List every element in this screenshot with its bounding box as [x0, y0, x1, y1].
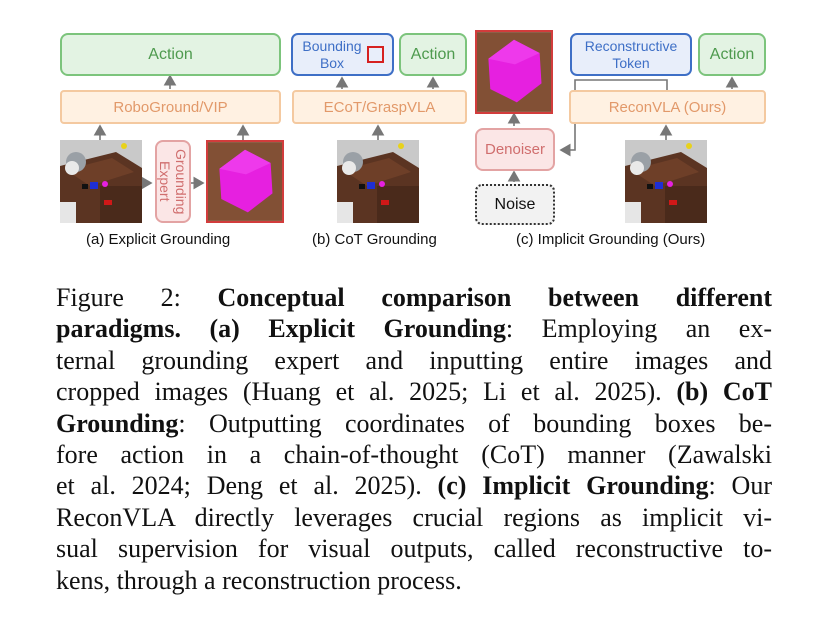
panel-b-action-box: Action — [399, 33, 467, 76]
figure-caption: Figure 2: Conceptual comparison between … — [56, 282, 772, 596]
panel-b-scene-image — [337, 140, 419, 223]
panel-c-scene-image — [625, 140, 707, 223]
reconstructive-token-label: Reconstructive Token — [584, 37, 678, 71]
denoiser-box: Denoiser — [475, 128, 555, 171]
bounding-box-output-box: Bounding Box — [291, 33, 394, 76]
panel-b-model-label: ECoT/GraspVLA — [323, 98, 436, 116]
caption-line-1: Figure 2: Conceptual comparison between … — [56, 283, 772, 312]
reconstructive-token-box: Reconstructive Token — [570, 33, 692, 76]
caption-line-5: Grounding: Outputting coordinates of bou… — [56, 408, 772, 438]
caption-line-6: fore action in a chain-of-thought (CoT) … — [56, 439, 772, 469]
bbox-square-icon — [367, 46, 384, 63]
panel-a-model-label: RoboGround/VIP — [113, 98, 228, 116]
grounding-expert-box: Grounding Expert — [155, 140, 191, 223]
panel-b-action-label: Action — [410, 45, 456, 63]
panel-a-cropped-image — [206, 140, 284, 223]
panel-a-model-box: RoboGround/VIP — [60, 90, 281, 124]
panel-a-action-box: Action — [60, 33, 281, 76]
caption-line-2: paradigms. (a) Explicit Grounding: Emplo… — [56, 314, 772, 344]
caption-line-8: ReconVLA directly leverages crucial regi… — [56, 502, 772, 532]
panel-c-model-box: ReconVLA (Ours) — [569, 90, 766, 124]
grounding-expert-label: Grounding Expert — [157, 148, 189, 215]
caption-line-4: cropped images (Huang et al. 2025; Li et… — [56, 377, 772, 407]
caption-line-9: sual supervision for visual outputs, cal… — [56, 534, 772, 564]
panel-c-model-label: ReconVLA (Ours) — [608, 98, 727, 116]
figure-2: Action RoboGround/VIP Grounding Expert (… — [0, 0, 826, 262]
panel-a-action-label: Action — [148, 45, 193, 63]
panel-c-action-label: Action — [709, 45, 755, 63]
panel-a-scene-image — [60, 140, 142, 223]
panel-c-action-box: Action — [698, 33, 766, 76]
panel-b-model-box: ECoT/GraspVLA — [292, 90, 467, 124]
panel-a-subcaption: (a) Explicit Grounding — [86, 231, 231, 248]
caption-line-3: ternal grounding expert and inputting en… — [56, 345, 772, 375]
panel-c-reconstructed-image — [475, 30, 553, 114]
figure-arrows — [93, 74, 739, 190]
noise-box: Noise — [475, 184, 555, 225]
caption-line-7: et al. 2024; Deng et al. 2025). (c) Impl… — [56, 471, 772, 501]
denoiser-label: Denoiser — [484, 141, 546, 158]
bounding-box-label: Bounding Box — [302, 37, 362, 71]
panel-c-subcaption: (c) Implicit Grounding (Ours) — [516, 231, 706, 248]
panel-b-subcaption: (b) CoT Grounding — [312, 231, 437, 248]
noise-label: Noise — [494, 195, 536, 213]
caption-line-10: kens, through a reconstruction process. — [56, 565, 462, 595]
